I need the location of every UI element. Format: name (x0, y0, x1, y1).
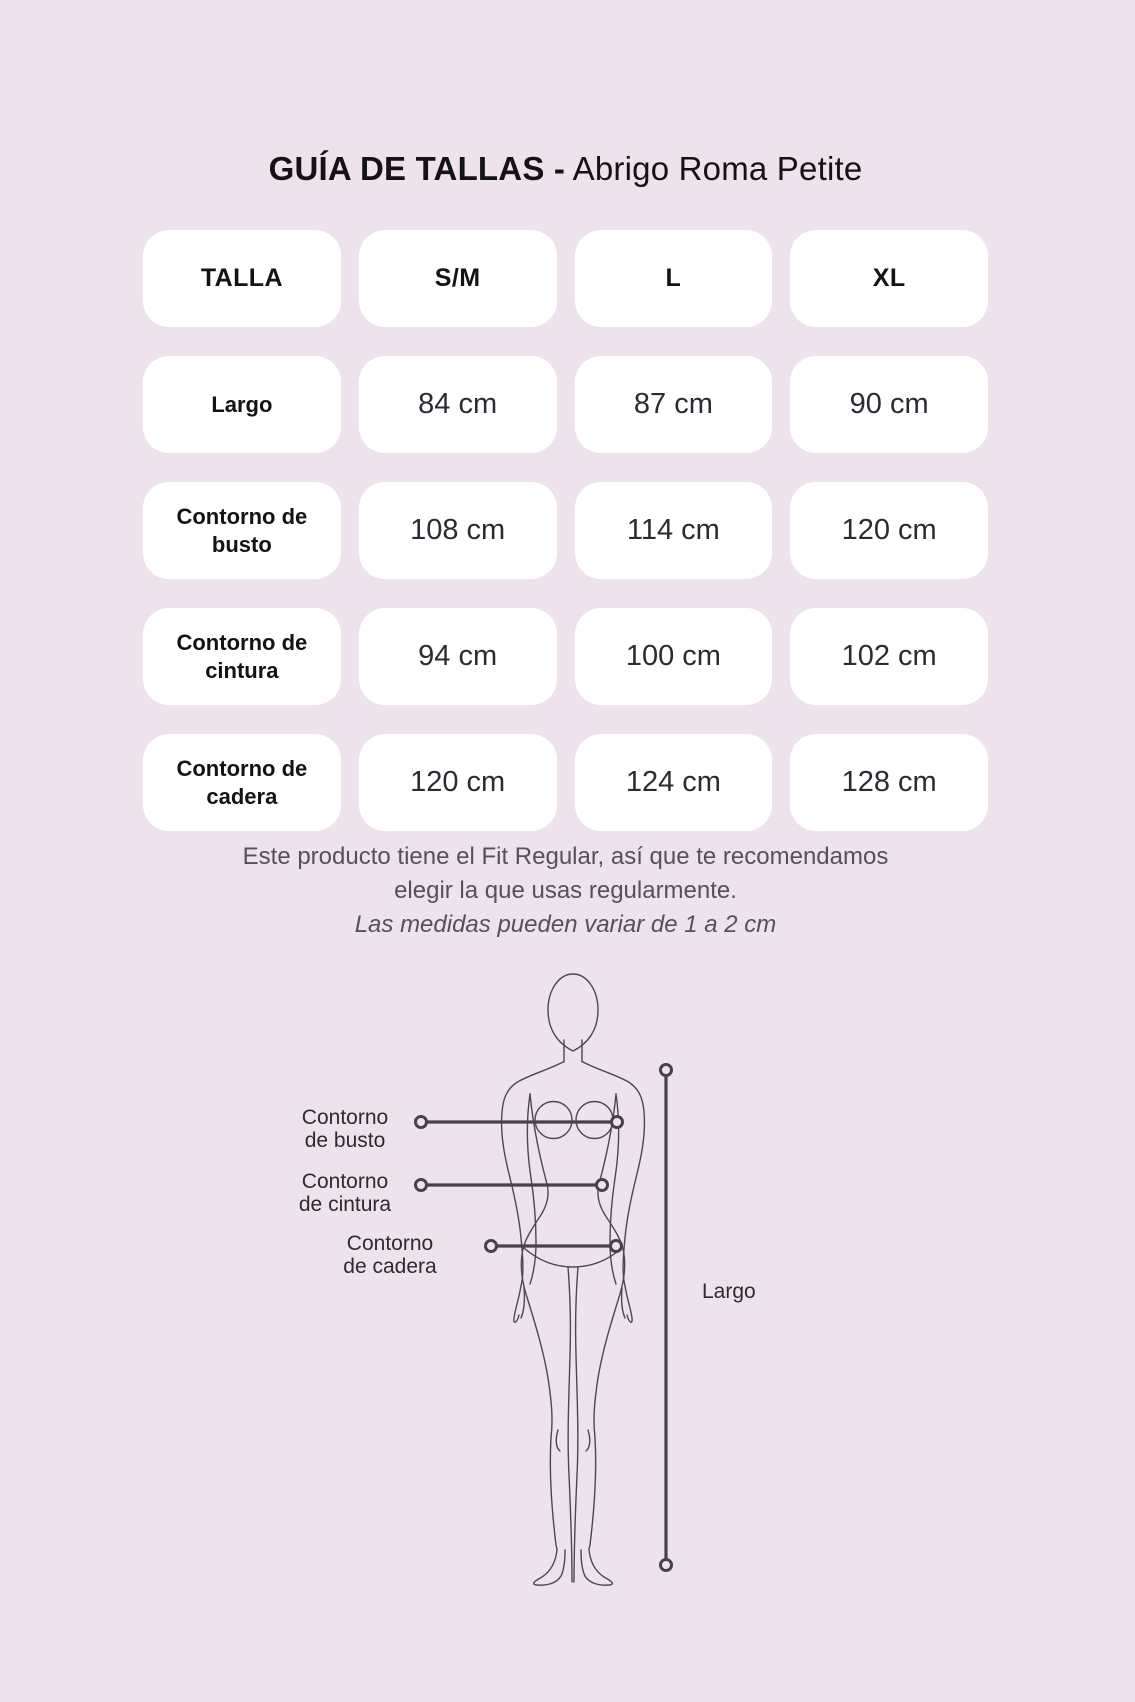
fit-note: Este producto tiene el Fit Regular, así … (143, 840, 988, 942)
page-title: GUÍA DE TALLAS - Abrigo Roma Petite (143, 148, 988, 190)
waist-measure-line (414, 1178, 609, 1192)
header-cell-l: L (574, 230, 773, 327)
bust-measure-line (414, 1115, 624, 1129)
fit-note-line2: elegir la que usas regularmente. (394, 877, 737, 904)
page-title-regular: Abrigo Roma Petite (572, 150, 863, 187)
page-title-bold: GUÍA DE TALLAS - (268, 150, 566, 187)
row-label-cadera: Contorno de cadera (143, 734, 341, 831)
length-measure-label: Largo (702, 1280, 756, 1303)
size-value: 84 cm (358, 356, 557, 453)
size-value: 90 cm (790, 356, 988, 453)
length-measure-line (659, 1063, 673, 1572)
fit-note-line3: Las medidas pueden variar de 1 a 2 cm (354, 911, 777, 938)
row-label-busto: Contorno de busto (143, 482, 341, 579)
hip-measure-line (484, 1239, 623, 1253)
size-value: 114 cm (574, 482, 773, 579)
size-value: 120 cm (790, 482, 988, 579)
hip-measure-label: Contorno de cadera (343, 1232, 437, 1278)
mannequin-hip-curve (523, 1247, 623, 1268)
header-cell-sm: S/M (358, 230, 557, 327)
size-value: 124 cm (574, 734, 773, 831)
size-value: 100 cm (574, 608, 773, 705)
row-label-largo: Largo (143, 356, 341, 453)
size-value: 87 cm (574, 356, 773, 453)
bust-measure-label: Contorno de busto (301, 1106, 389, 1152)
size-value: 128 cm (790, 734, 988, 831)
size-value: 108 cm (358, 482, 557, 579)
row-label-cintura: Contorno de cintura (143, 608, 341, 705)
fit-note-line1: Este producto tiene el Fit Regular, así … (242, 843, 889, 870)
waist-measure-label: Contorno de cintura (298, 1170, 392, 1216)
bust-circle-right (575, 1100, 614, 1140)
size-table: TALLA S/M L XL Largo 84 cm 87 cm 90 cm C… (143, 230, 988, 831)
size-value: 94 cm (358, 608, 557, 705)
size-value: 120 cm (358, 734, 557, 831)
header-cell-xl: XL (790, 230, 988, 327)
mannequin-head (547, 973, 599, 1052)
header-cell-talla: TALLA (143, 230, 341, 327)
bust-circle-left (534, 1100, 573, 1140)
size-value: 102 cm (790, 608, 988, 705)
